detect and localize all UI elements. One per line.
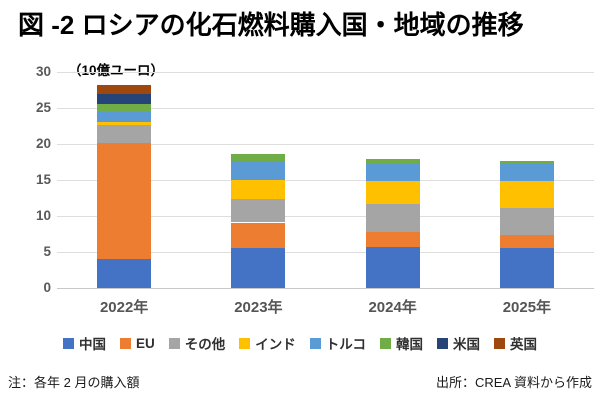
legend-label: トルコ — [325, 337, 366, 352]
legend-swatch-icon — [239, 337, 251, 349]
x-label-2022年: 2022年 — [99, 299, 149, 316]
footer-source: 出所：CREA 資料から作成 — [435, 375, 592, 390]
legend-swatch-icon — [120, 337, 131, 349]
legend-label: その他 — [184, 337, 226, 352]
bar-segment-2022年-その他 — [97, 125, 152, 143]
legend-label: 英国 — [510, 337, 537, 352]
legend-item-インド: インド — [239, 333, 296, 353]
legend-swatch-icon — [437, 337, 448, 349]
bar-segment-2023年-韓国 — [231, 154, 286, 162]
bar-segment-2025年-インド — [499, 180, 554, 209]
bar-segment-2024年-EU — [365, 231, 420, 247]
legend-item-EU: EU — [120, 336, 155, 351]
y-tick-25: 25 — [35, 100, 51, 115]
gridline-0 — [57, 288, 594, 289]
bar-segment-2022年-トルコ — [97, 112, 152, 123]
bar-segment-2023年-トルコ — [231, 161, 286, 180]
bar-segment-2025年-EU — [499, 234, 554, 249]
bar-segment-2024年-インド — [365, 181, 420, 205]
gridline-5 — [57, 252, 594, 253]
gridline-25 — [57, 108, 594, 109]
legend-item-中国: 中国 — [63, 333, 106, 353]
legend-swatch-icon — [63, 337, 74, 349]
legend-label: 韓国 — [396, 337, 423, 352]
bar-segment-2025年-韓国 — [499, 161, 554, 163]
y-tick-0: 0 — [43, 280, 51, 295]
bar-segment-2022年-中国 — [97, 259, 152, 288]
bar-segment-2023年-インド — [231, 180, 286, 200]
gridline-15 — [57, 180, 594, 181]
bar-segment-2025年-トルコ — [499, 162, 554, 181]
x-label-2023年: 2023年 — [234, 299, 283, 316]
bar-segment-2022年-インド — [97, 122, 152, 126]
legend-item-米国: 米国 — [437, 333, 480, 353]
bar-segment-2022年-英国 — [97, 84, 152, 95]
legend-item-その他: その他 — [168, 333, 226, 353]
legend: 中国 EU その他 インド トルコ 韓国 米国 英国 — [0, 333, 600, 353]
legend-swatch-icon — [168, 337, 180, 349]
footer-note: 注：各年 2 月の購入額 — [8, 375, 140, 390]
bar-segment-2022年-米国 — [97, 94, 152, 104]
y-tick-30: 30 — [35, 64, 51, 79]
legend-item-英国: 英国 — [494, 333, 537, 353]
bar-segment-2024年-韓国 — [365, 159, 420, 163]
chart-title: 図 -2 ロシアの化石燃料購入国・地域の推移 — [18, 10, 524, 40]
bar-segment-2022年-EU — [97, 142, 152, 260]
y-axis-unit-label: （10億ユーロ） — [68, 63, 165, 78]
legend-label: EU — [136, 335, 155, 351]
x-label-2024年: 2024年 — [368, 299, 417, 316]
legend-label: インド — [255, 337, 296, 352]
bar-segment-2023年-EU — [231, 222, 286, 249]
gridline-20 — [57, 144, 594, 145]
y-tick-20: 20 — [35, 136, 51, 151]
bar-segment-2024年-トルコ — [365, 162, 420, 182]
bar-segment-2023年-その他 — [231, 199, 286, 223]
bar-segment-2025年-その他 — [499, 208, 554, 235]
y-tick-15: 15 — [35, 172, 51, 187]
legend-swatch-icon — [380, 337, 391, 349]
legend-item-韓国: 韓国 — [380, 333, 423, 353]
bar-segment-2022年-韓国 — [97, 103, 152, 113]
bar-segment-2024年-中国 — [365, 246, 420, 288]
legend-swatch-icon — [309, 337, 321, 349]
bar-segment-2024年-その他 — [365, 204, 420, 232]
y-tick-10: 10 — [35, 208, 51, 223]
legend-swatch-icon — [494, 337, 505, 349]
plot-area: 0 5 10 15 20 25 30 2022年 2023年 2024年 2025年 — [36, 64, 594, 316]
footer: 注：各年 2 月の購入額 出所：CREA 資料から作成 — [8, 372, 592, 391]
legend-label: 米国 — [453, 337, 480, 352]
legend-label: 中国 — [79, 337, 106, 352]
gridline-30 — [57, 72, 594, 73]
bar-segment-2023年-中国 — [231, 248, 286, 288]
x-label-2025年: 2025年 — [502, 299, 552, 316]
gridline-10 — [57, 216, 594, 217]
bar-segment-2025年-中国 — [499, 248, 554, 288]
legend-item-トルコ: トルコ — [309, 333, 366, 353]
y-tick-5: 5 — [43, 244, 51, 259]
